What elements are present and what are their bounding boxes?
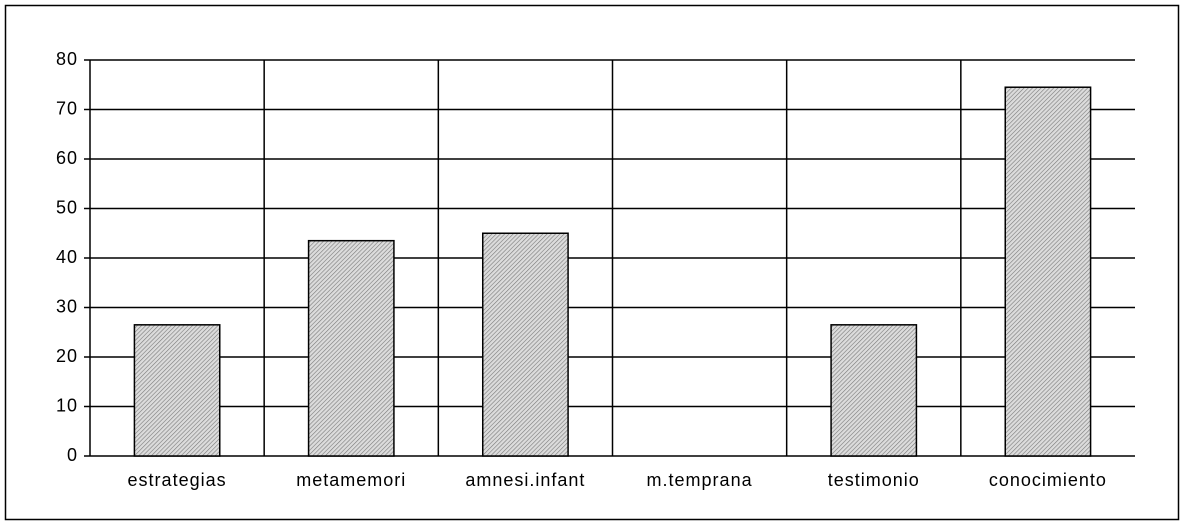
bar	[830, 324, 918, 457]
y-tick-label: 40	[56, 247, 78, 267]
y-tick-label: 50	[56, 197, 78, 217]
x-tick-label: amnesi.infant	[465, 470, 585, 490]
x-tick-label: m.temprana	[647, 470, 753, 490]
y-tick-label: 20	[56, 346, 78, 366]
bar	[1004, 86, 1092, 457]
bar	[307, 239, 395, 457]
y-tick-label: 10	[56, 395, 78, 415]
x-tick-label: estrategias	[128, 470, 227, 490]
bar	[481, 232, 569, 457]
y-tick-label: 80	[56, 49, 78, 69]
y-tick-label: 30	[56, 296, 78, 316]
y-tick-label: 0	[67, 445, 78, 465]
bar	[133, 324, 221, 457]
x-tick-label: conocimiento	[989, 470, 1107, 490]
x-tick-label: metamemori	[296, 470, 406, 490]
y-tick-label: 60	[56, 148, 78, 168]
y-tick-label: 70	[56, 98, 78, 118]
x-tick-label: testimonio	[828, 470, 920, 490]
